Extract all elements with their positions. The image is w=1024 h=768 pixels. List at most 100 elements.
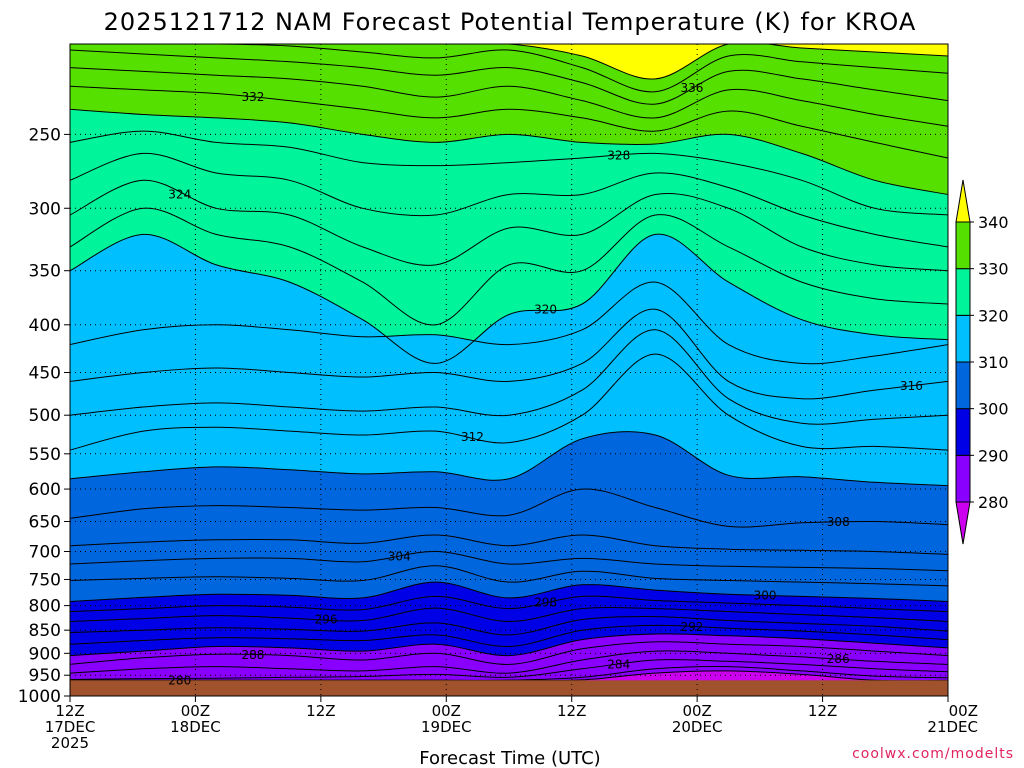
y-axis: 250 300 350 400 450 500 550 600 650 700 750 800 850 9…	[18, 125, 70, 707]
contour-label-284: 284	[607, 657, 630, 671]
contour-line-282	[70, 666, 948, 682]
y-tick-label-900: 900	[29, 644, 61, 664]
colorbar-segment-310	[955, 314, 971, 363]
contour-line-284	[70, 659, 948, 680]
x-tick-label-60-line1: 00Z	[682, 702, 711, 720]
colorbar-label-340: 340	[978, 213, 1009, 232]
contour-label-332: 332	[241, 90, 264, 104]
y-tick-label-1000: 1000	[18, 687, 61, 707]
contour-labels: 280 284 286 288 292 296 298 300 304 308 312 316 320 3…	[168, 81, 923, 688]
colorbar-segment-330	[955, 221, 971, 270]
y-tick-label-350: 350	[29, 262, 61, 282]
colorbar-segment-320	[955, 268, 971, 316]
y-tick-label-800: 800	[29, 597, 61, 617]
colorbar-bottom-arrow	[955, 501, 971, 545]
plot-area: 280 284 286 288 292 296 298 300 304 308 312 316 320 3…	[70, 44, 948, 696]
contour-label-328: 328	[607, 149, 630, 163]
contour-line-334	[70, 67, 948, 127]
contour-label-304: 304	[388, 550, 411, 564]
x-tick-label-60-line2: 20DEC	[672, 718, 723, 736]
y-tick-label-600: 600	[29, 480, 61, 500]
contour-line-310	[70, 431, 948, 487]
x-axis-label: Forecast Time (UTC)	[419, 748, 600, 768]
contour-label-320: 320	[534, 302, 557, 316]
contour-label-300: 300	[754, 588, 777, 602]
contour-line-322	[70, 207, 948, 326]
contour-line-336	[70, 49, 948, 105]
watermark-text: coolwx.com/modelts	[852, 746, 1014, 762]
contour-label-286: 286	[827, 652, 850, 666]
colorbar-legend: 280 290 300 310 320 330 340	[955, 179, 1009, 545]
y-tick-label-400: 400	[29, 316, 61, 336]
contour-line-286	[70, 650, 948, 674]
colorbar-label-310: 310	[978, 353, 1009, 372]
x-tick-label-12-line1: 00Z	[181, 702, 210, 720]
contour-label-324: 324	[168, 187, 191, 201]
contour-label-288: 288	[241, 648, 264, 662]
y-tick-label-250: 250	[29, 125, 61, 145]
contour-line-312	[70, 353, 948, 451]
contour-line-298	[70, 595, 948, 613]
y-tick-label-650: 650	[29, 512, 61, 532]
contour-line-308	[70, 488, 948, 528]
contour-line-320	[70, 233, 948, 364]
contour-line-292	[70, 624, 948, 648]
contour-line-300	[70, 581, 948, 602]
x-tick-label-12-line2: 18DEC	[170, 718, 221, 736]
x-tick-label-0-line3: 2025	[51, 734, 89, 752]
contour-line-288	[70, 641, 948, 665]
colorbar-label-290: 290	[978, 446, 1009, 465]
contour-label-292: 292	[680, 620, 703, 634]
below-ground-area	[70, 680, 948, 696]
contour-line-306	[70, 534, 948, 555]
y-tick-label-950: 950	[29, 666, 61, 686]
contour-label-308: 308	[827, 515, 850, 529]
contour-line-314	[70, 329, 948, 425]
colorbar-top-arrow	[955, 179, 971, 223]
contour-label-336: 336	[680, 81, 703, 95]
x-tick-label-24-line1: 12Z	[306, 702, 335, 720]
colorbar-label-280: 280	[978, 493, 1009, 512]
contour-line-316	[70, 308, 948, 400]
colorbar-label-330: 330	[978, 260, 1009, 279]
contour-label-316: 316	[900, 379, 923, 393]
color-fill-bands	[70, 44, 948, 696]
y-tick-label-450: 450	[29, 364, 61, 384]
colorbar-segment-280	[955, 454, 971, 503]
x-tick-label-84-line1: 00Z	[949, 702, 978, 720]
contour-label-280: 280	[168, 673, 191, 687]
y-tick-label-750: 750	[29, 570, 61, 590]
colorbar-segment-300	[955, 361, 971, 410]
colorbar-label-320: 320	[978, 306, 1009, 325]
contour-line-296	[70, 607, 948, 623]
y-tick-label-850: 850	[29, 621, 61, 641]
contour-line-318	[70, 281, 948, 365]
contour-line-302	[70, 565, 948, 587]
y-tick-label-700: 700	[29, 543, 61, 563]
x-tick-label-36-line1: 00Z	[432, 702, 461, 720]
contour-line-304	[70, 550, 948, 572]
x-tick-label-84-line2: 21DEC	[927, 718, 978, 736]
contour-line-326	[70, 152, 948, 248]
colorbar-segment-290	[955, 408, 971, 456]
plot-frame	[69, 43, 949, 697]
contour-label-312: 312	[461, 430, 484, 444]
contour-line-328	[70, 130, 948, 216]
grid-lines	[70, 44, 948, 696]
y-tick-label-550: 550	[29, 445, 61, 465]
contour-label-296: 296	[315, 612, 338, 626]
contour-label-298: 298	[534, 596, 557, 610]
x-tick-label-36-line2: 19DEC	[421, 718, 472, 736]
contour-line-290	[70, 633, 948, 657]
y-tick-label-300: 300	[29, 199, 61, 219]
x-tick-label-48-line1: 12Z	[557, 702, 586, 720]
chart-title: 2025121712 NAM Forecast Potential Temper…	[104, 8, 917, 36]
x-tick-label-0-line2: 17DEC	[45, 718, 96, 736]
contour-line-330	[70, 108, 948, 195]
colorbar-label-300: 300	[978, 400, 1009, 419]
contour-line-332	[70, 85, 948, 159]
x-tick-label-0-line1: 12Z	[55, 702, 84, 720]
y-tick-label-500: 500	[29, 406, 61, 426]
